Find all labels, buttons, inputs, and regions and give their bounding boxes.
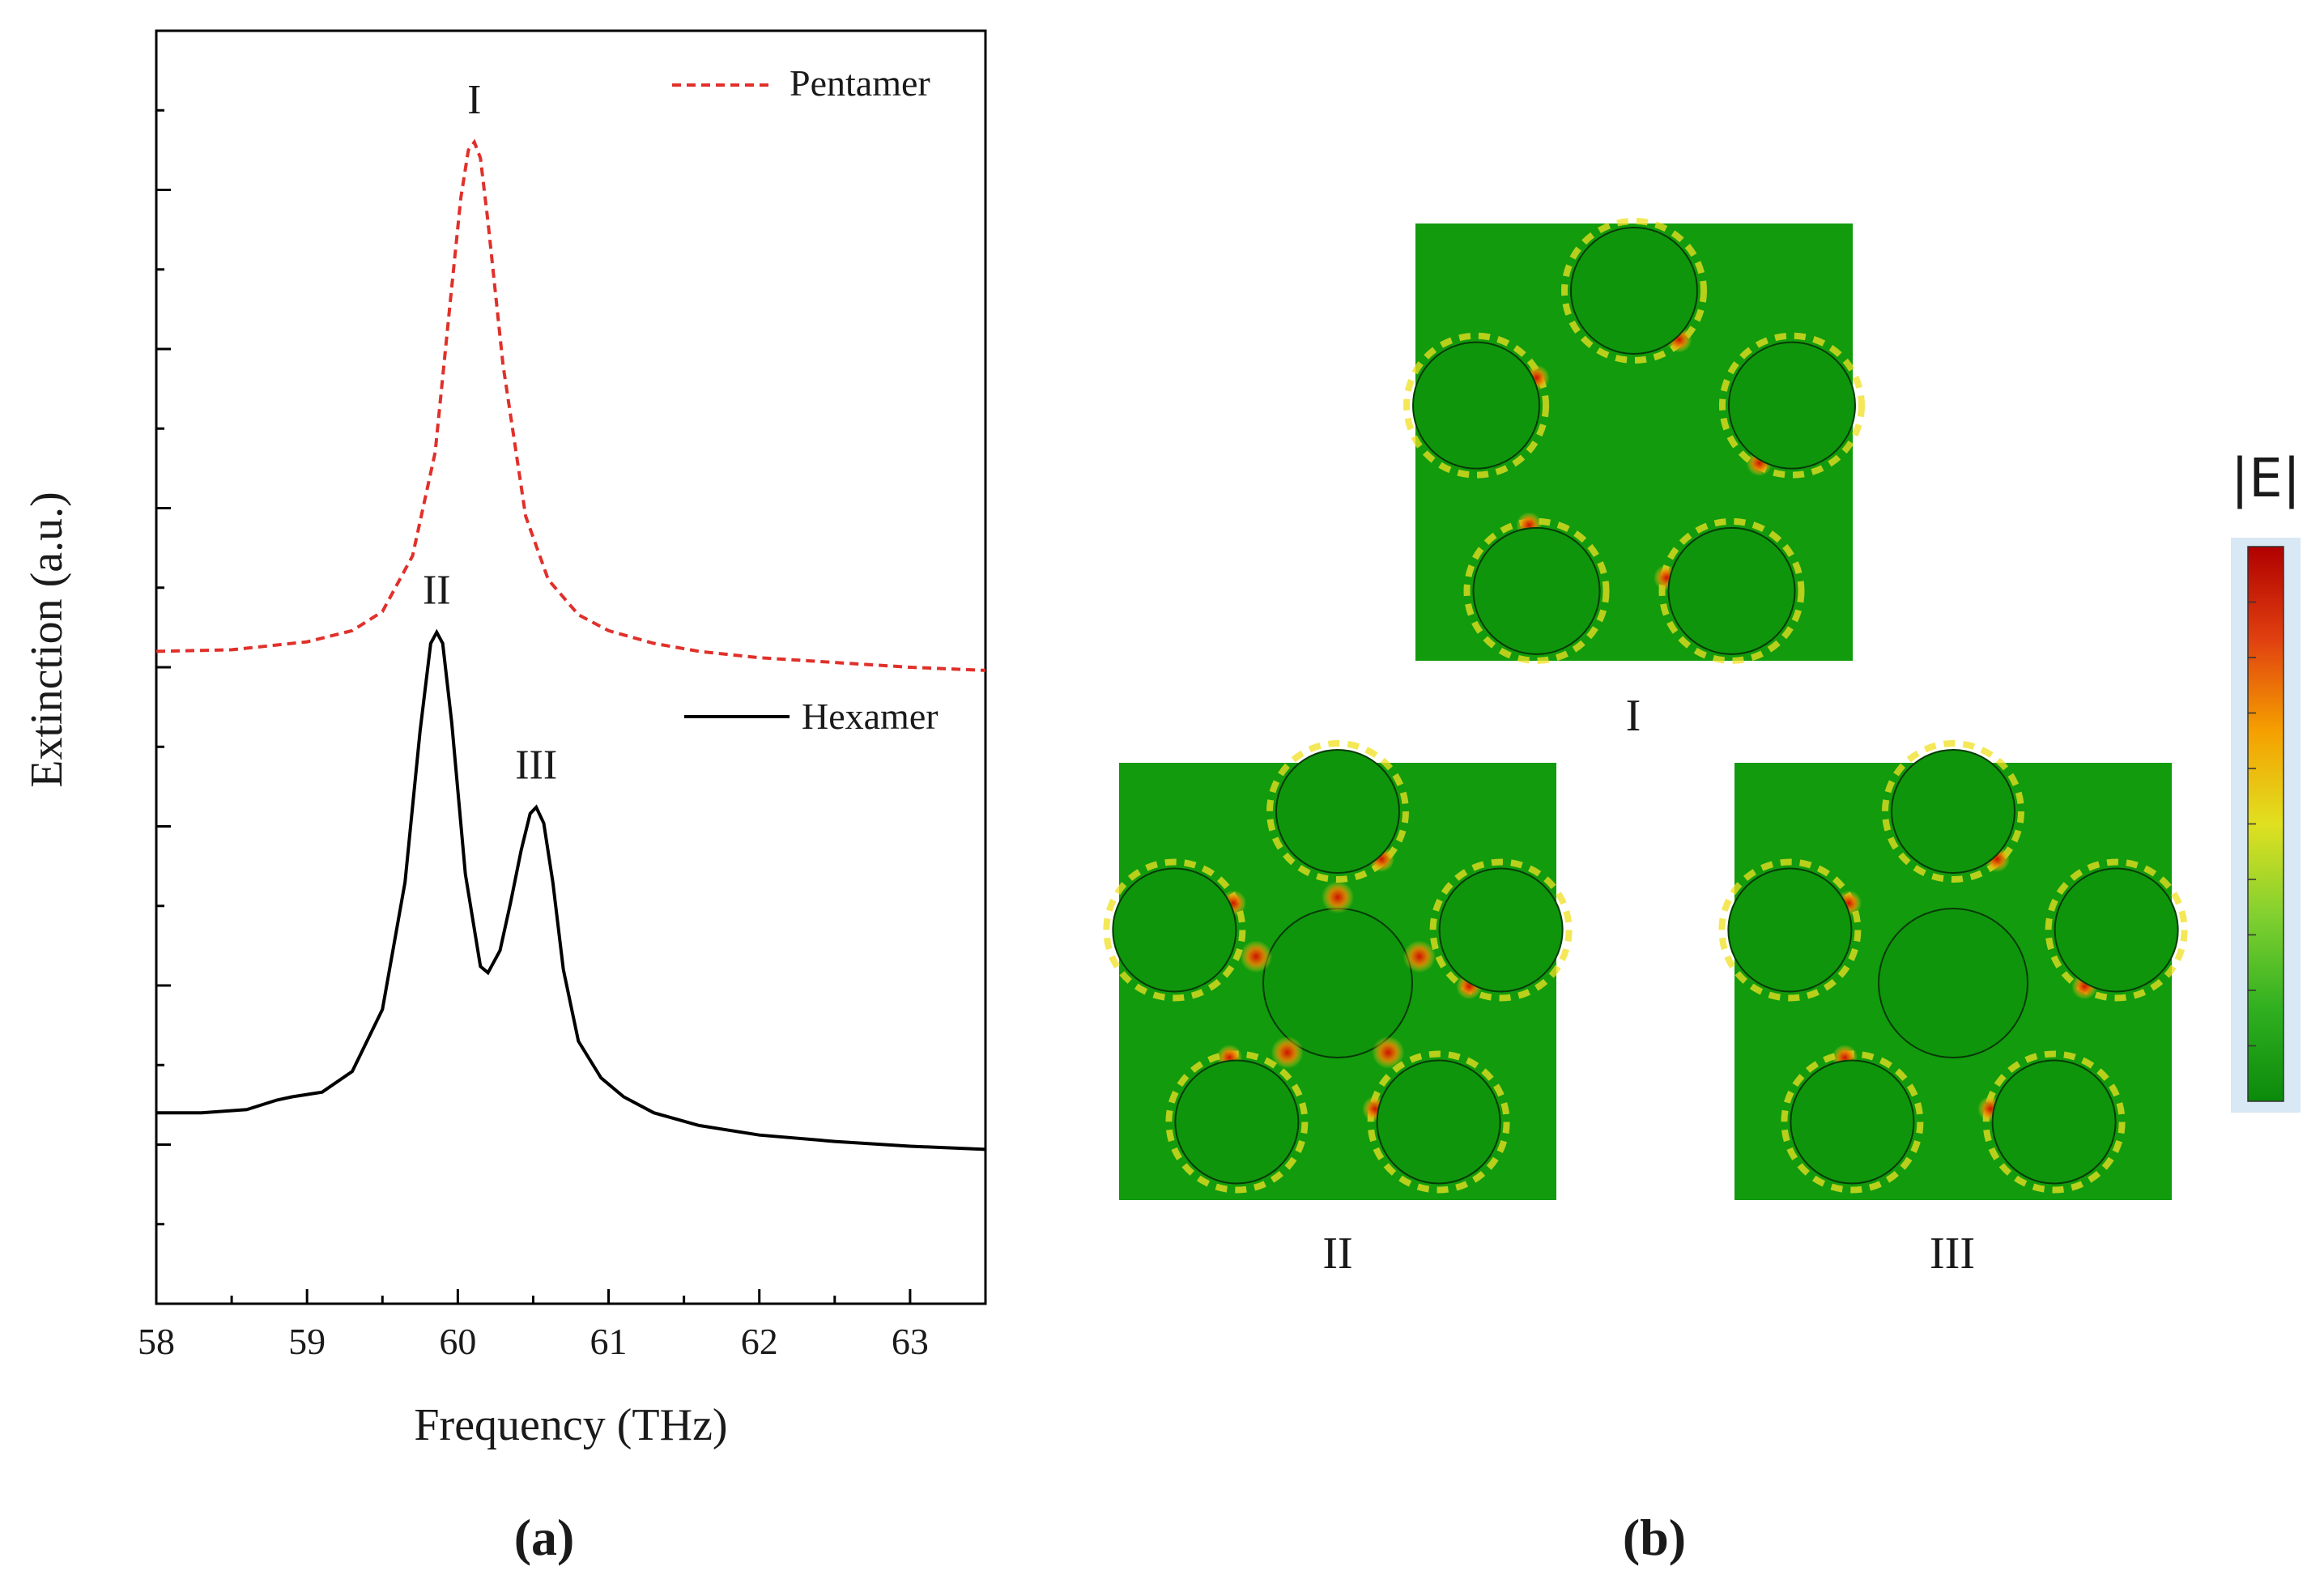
gap-hot-spot: [1372, 1036, 1405, 1069]
x-tick-label: 60: [439, 1321, 476, 1362]
field-hot-rim: [1561, 218, 1707, 364]
pentamer-series-line: [156, 138, 985, 672]
particle-disk: [1570, 227, 1698, 355]
particle-disk: [1376, 1059, 1501, 1185]
field-hot-rim: [1718, 332, 1865, 479]
particle-disk: [2054, 867, 2179, 993]
legend: Pentamer Hexamer: [672, 62, 939, 737]
field-hot-rim: [2045, 858, 2188, 1002]
particle-disk: [1412, 341, 1541, 470]
gap-hot-spot: [1402, 940, 1436, 973]
legend-hexamer-label: Hexamer: [802, 696, 939, 737]
hexamer-series-line: [156, 628, 985, 1151]
y-axis-title: Extinction (a.u.): [22, 492, 72, 787]
field-maps-panel: I II III |E| (b): [1103, 218, 2301, 1566]
peak-label: III: [515, 743, 557, 789]
field-hot-rim: [1463, 517, 1610, 664]
field-map-III-label: III: [1930, 1228, 1975, 1279]
gap-hot-spot: [1322, 881, 1354, 913]
x-tick-label: 59: [288, 1321, 326, 1362]
center-particle-disk: [1878, 908, 2028, 1058]
center-particle-disk: [1262, 908, 1413, 1058]
peak-label: I: [467, 77, 481, 123]
legend-pentamer-label: Pentamer: [790, 62, 930, 104]
axis-ticks: [155, 109, 987, 1304]
particle-disk: [1891, 749, 2015, 874]
particle-disk: [1472, 526, 1601, 655]
x-tick-label: 63: [892, 1321, 929, 1362]
particle-disk: [1438, 867, 1564, 993]
field-hot-rim: [1403, 332, 1550, 479]
x-axis-title: Frequency (THz): [414, 1400, 727, 1450]
colorbar: [2247, 546, 2284, 1102]
panel-a-label: (a): [514, 1509, 575, 1566]
particle-disk: [1790, 1059, 1915, 1185]
x-tick-label: 58: [138, 1321, 175, 1362]
field-hot-rim: [1429, 858, 1573, 1002]
plot-frame: [155, 29, 987, 1305]
field-hot-rim: [1658, 517, 1805, 664]
x-tick-labels: 58 59 60 61 62 63: [138, 1321, 929, 1362]
field-hot-rim: [1367, 1050, 1510, 1194]
field-map-III: [1718, 740, 2188, 1200]
x-tick-label: 61: [590, 1321, 628, 1362]
field-map-I-label: I: [1626, 691, 1641, 741]
panel-b-label: (b): [1623, 1509, 1686, 1566]
x-tick-label: 62: [741, 1321, 778, 1362]
particle-disk: [1727, 867, 1853, 993]
field-hot-rim: [1882, 740, 2024, 883]
particle-disk: [1727, 341, 1856, 470]
particle-disk: [1112, 867, 1237, 993]
field-hot-rim: [1982, 1050, 2126, 1194]
particle-disk: [1991, 1059, 2117, 1185]
gap-hot-spot: [1271, 1036, 1304, 1069]
field-hot-rim: [1266, 740, 1409, 883]
particle-disk: [1275, 749, 1400, 874]
colorbar-ticks: [2248, 601, 2256, 1047]
particle-disk: [1667, 526, 1796, 655]
field-map-I: [1403, 218, 1865, 664]
peak-label: II: [423, 567, 451, 613]
gap-hot-spot: [1240, 940, 1273, 973]
field-map-II-label: II: [1322, 1228, 1352, 1279]
field-map-II: [1103, 740, 1573, 1200]
colorbar-title: |E|: [2231, 447, 2301, 509]
particle-disk: [1174, 1059, 1300, 1185]
